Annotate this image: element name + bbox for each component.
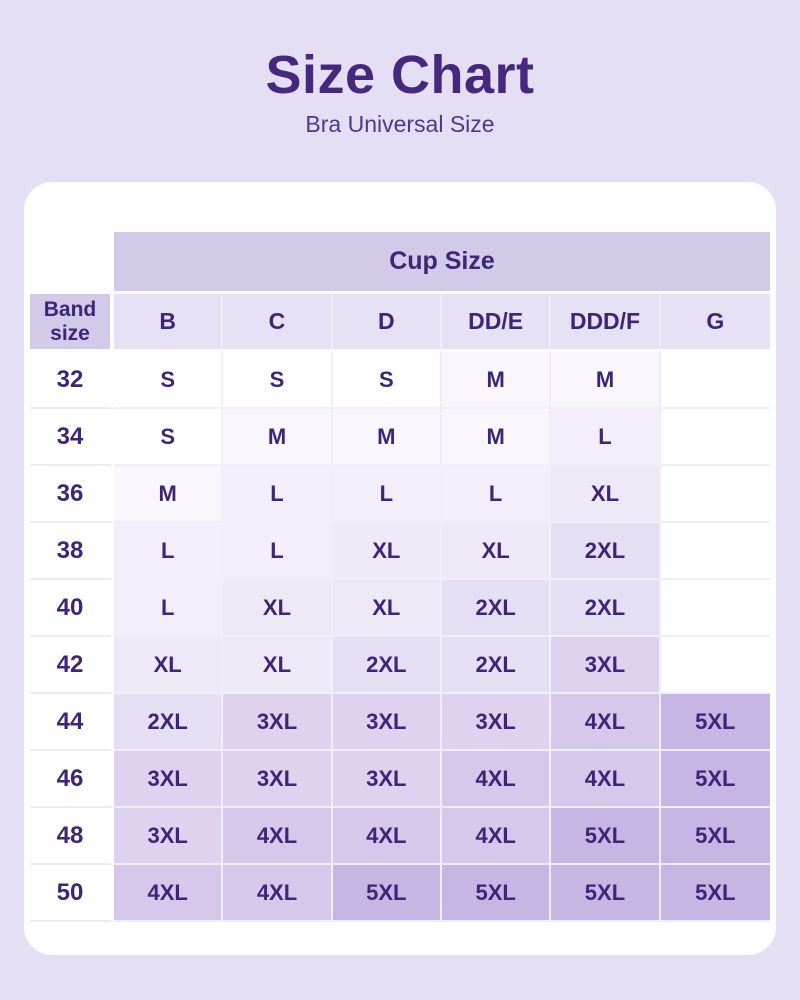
empty-size-cell: [660, 523, 770, 581]
band-size-cell: 32: [30, 352, 114, 410]
size-value-cell: L: [114, 523, 224, 581]
size-value-cell: L: [223, 523, 333, 581]
table-row: 34 S M M M L: [30, 409, 770, 467]
band-size-cell: 50: [30, 865, 114, 923]
size-value-cell: 4XL: [441, 751, 552, 809]
band-size-cell: 38: [30, 523, 114, 581]
table-row: 48 3XL 4XL 4XL 4XL 5XL 5XL: [30, 808, 770, 866]
cup-column-header: DDD/F: [551, 294, 661, 353]
cup-column-header: G: [660, 294, 770, 353]
empty-size-cell: [660, 352, 770, 410]
table-row: 32 S S S M M: [30, 352, 770, 410]
size-value-cell: S: [332, 352, 442, 410]
band-size-cell: 42: [30, 637, 114, 695]
size-value-cell: 5XL: [332, 865, 442, 923]
size-value-cell: L: [223, 466, 333, 524]
size-value-cell: 5XL: [660, 808, 770, 866]
size-value-cell: 5XL: [441, 865, 552, 923]
table-row: 38 L L XL XL 2XL: [30, 523, 770, 581]
size-value-cell: S: [114, 409, 224, 467]
cup-column-header: B: [114, 294, 224, 353]
band-size-header: Band size: [30, 294, 114, 353]
size-value-cell: 5XL: [660, 694, 770, 752]
size-value-cell: XL: [441, 523, 552, 581]
size-value-cell: 4XL: [114, 865, 224, 923]
empty-size-cell: [660, 466, 770, 524]
size-value-cell: M: [114, 466, 224, 524]
table-row: 46 3XL 3XL 3XL 4XL 4XL 5XL: [30, 751, 770, 809]
size-value-cell: XL: [332, 580, 442, 638]
size-value-cell: 4XL: [551, 694, 661, 752]
size-value-cell: 2XL: [551, 523, 661, 581]
size-value-cell: M: [223, 409, 333, 467]
size-value-cell: 2XL: [332, 637, 442, 695]
size-value-cell: 4XL: [441, 808, 552, 866]
size-value-cell: XL: [223, 580, 333, 638]
page-subtitle: Bra Universal Size: [305, 111, 495, 138]
size-value-cell: L: [441, 466, 552, 524]
size-value-cell: 3XL: [223, 751, 333, 809]
size-value-cell: 4XL: [223, 865, 333, 923]
size-value-cell: 5XL: [660, 751, 770, 809]
cup-size-band-row: Cup Size: [30, 232, 770, 295]
empty-size-cell: [660, 409, 770, 467]
size-value-cell: XL: [332, 523, 442, 581]
size-value-cell: 2XL: [114, 694, 224, 752]
size-value-cell: M: [551, 352, 661, 410]
size-value-cell: 3XL: [114, 751, 224, 809]
band-size-cell: 36: [30, 466, 114, 524]
table-row: 40 L XL XL 2XL 2XL: [30, 580, 770, 638]
size-value-cell: S: [223, 352, 333, 410]
size-value-cell: M: [332, 409, 442, 467]
size-value-cell: M: [441, 409, 552, 467]
size-value-cell: 4XL: [223, 808, 333, 866]
size-value-cell: 2XL: [441, 637, 552, 695]
table-row: 36 M L L L XL: [30, 466, 770, 524]
size-value-cell: L: [114, 580, 224, 638]
cup-column-header: DD/E: [441, 294, 552, 353]
size-value-cell: 5XL: [551, 808, 661, 866]
band-size-cell: 46: [30, 751, 114, 809]
corner-cell: [30, 232, 114, 295]
table-row: 50 4XL 4XL 5XL 5XL 5XL 5XL: [30, 865, 770, 923]
size-value-cell: L: [332, 466, 442, 524]
size-value-cell: 4XL: [551, 751, 661, 809]
size-value-cell: 5XL: [551, 865, 661, 923]
size-value-cell: L: [551, 409, 661, 467]
size-chart-table: Cup Size Band size B C D DD/E DDD/F G 32 S S S M M…: [30, 232, 770, 923]
size-value-cell: XL: [114, 637, 224, 695]
table-row: 44 2XL 3XL 3XL 3XL 4XL 5XL: [30, 694, 770, 752]
size-value-cell: 4XL: [332, 808, 442, 866]
empty-size-cell: [660, 580, 770, 638]
band-size-cell: 44: [30, 694, 114, 752]
band-size-cell: 40: [30, 580, 114, 638]
size-value-cell: 3XL: [441, 694, 552, 752]
size-value-cell: 2XL: [551, 580, 661, 638]
size-value-cell: S: [114, 352, 224, 410]
size-value-cell: 3XL: [114, 808, 224, 866]
size-value-cell: 3XL: [223, 694, 333, 752]
size-value-cell: M: [441, 352, 552, 410]
size-value-cell: 3XL: [332, 694, 442, 752]
cup-column-header: D: [332, 294, 442, 353]
column-header-row: Band size B C D DD/E DDD/F G: [30, 294, 770, 353]
band-size-cell: 34: [30, 409, 114, 467]
band-size-cell: 48: [30, 808, 114, 866]
size-value-cell: XL: [551, 466, 661, 524]
cup-column-header: C: [223, 294, 333, 353]
size-value-cell: 3XL: [332, 751, 442, 809]
empty-size-cell: [660, 637, 770, 695]
size-value-cell: 3XL: [551, 637, 661, 695]
table-row: 42 XL XL 2XL 2XL 3XL: [30, 637, 770, 695]
cup-size-header: Cup Size: [114, 232, 770, 295]
page-title: Size Chart: [265, 45, 535, 105]
size-value-cell: XL: [223, 637, 333, 695]
size-value-cell: 2XL: [441, 580, 552, 638]
size-value-cell: 5XL: [660, 865, 770, 923]
size-chart-card: Cup Size Band size B C D DD/E DDD/F G 32 S S S M M…: [24, 182, 776, 956]
